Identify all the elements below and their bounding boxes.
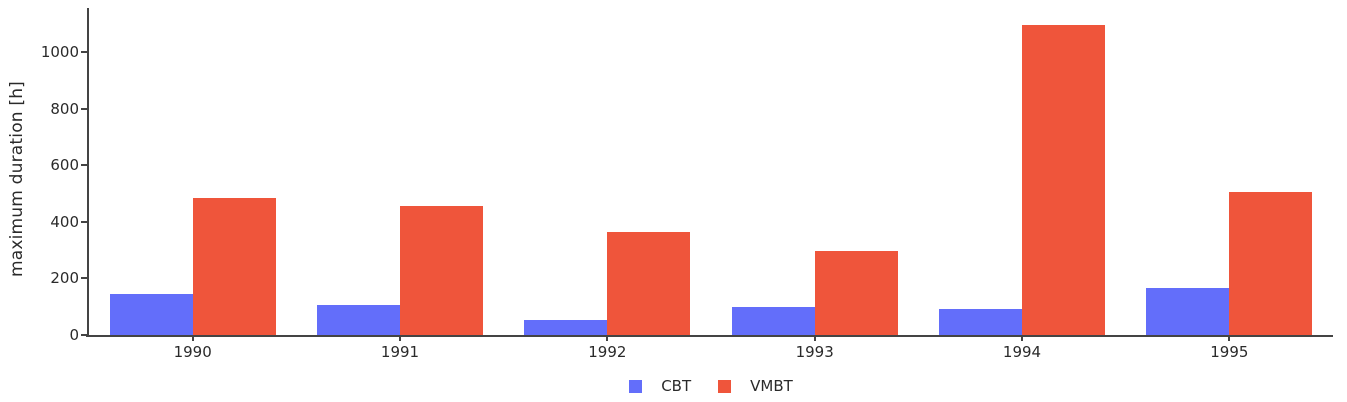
legend-swatch-vmbt[interactable] — [718, 379, 732, 393]
x-tick — [1228, 335, 1231, 341]
bar-vmbt-1990[interactable] — [192, 197, 276, 335]
legend-item-cbt[interactable]: CBT — [629, 377, 691, 395]
y-tick — [81, 107, 87, 110]
bar-cbt-1992[interactable] — [524, 320, 608, 335]
y-tick — [81, 334, 87, 336]
bar-vmbt-1991[interactable] — [400, 206, 483, 335]
bar-cbt-1991[interactable] — [317, 304, 400, 335]
legend-swatch-cbt[interactable] — [629, 379, 643, 393]
y-tick — [81, 164, 87, 167]
x-tick-label: 1995 — [1210, 343, 1249, 361]
y-tick-label: 200 — [50, 269, 79, 288]
y-tick-label: 400 — [50, 212, 79, 231]
x-tick — [606, 335, 609, 341]
bar-vmbt-1993[interactable] — [814, 250, 898, 335]
x-tick — [813, 335, 816, 341]
x-axis-line — [86, 335, 1333, 337]
x-tick-label: 1992 — [588, 343, 627, 361]
y-tick — [81, 220, 87, 223]
x-tick — [1021, 335, 1023, 341]
legend-label-vmbt: VMBT — [750, 377, 793, 395]
x-tick — [399, 335, 401, 341]
y-tick-label: 600 — [50, 156, 79, 175]
x-tick-label: 1990 — [173, 343, 212, 361]
bar-vmbt-1994[interactable] — [1022, 24, 1105, 335]
y-tick — [81, 277, 87, 280]
legend-label-cbt: CBT — [661, 377, 692, 395]
y-tick-label: 1000 — [40, 43, 79, 62]
bar-vmbt-1992[interactable] — [607, 231, 691, 335]
x-tick-label: 1991 — [380, 343, 420, 361]
bar-vmbt-1995[interactable] — [1229, 191, 1313, 335]
x-tick-label: 1993 — [795, 343, 834, 361]
y-axis-line — [87, 8, 89, 335]
bar-cbt-1993[interactable] — [731, 306, 815, 335]
bar-cbt-1990[interactable] — [109, 293, 193, 335]
y-tick-label: 800 — [50, 99, 79, 118]
bar-cbt-1994[interactable] — [939, 309, 1022, 335]
legend: CBT VMBT — [89, 377, 1333, 395]
x-tick-label: 1994 — [1002, 343, 1042, 361]
legend-item-vmbt[interactable]: VMBT — [718, 377, 793, 395]
y-tick — [81, 51, 87, 54]
bar-cbt-1995[interactable] — [1146, 288, 1230, 335]
x-tick — [191, 335, 194, 341]
y-tick-label: 0 — [69, 326, 79, 344]
